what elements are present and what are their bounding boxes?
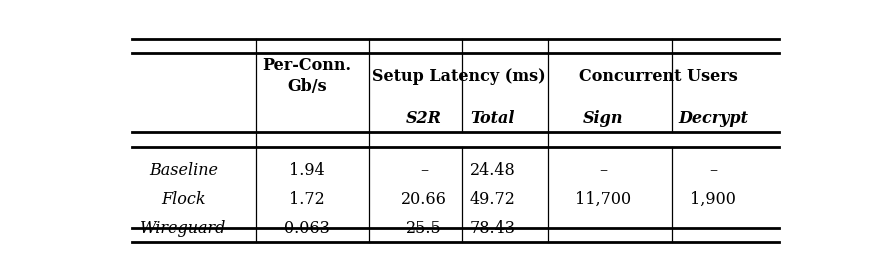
Text: S2R: S2R [406, 110, 442, 127]
Text: Per-Conn.
Gb/s: Per-Conn. Gb/s [263, 57, 352, 95]
Text: Concurrent Users: Concurrent Users [579, 68, 738, 85]
Text: 25.5: 25.5 [406, 220, 442, 237]
Text: –: – [599, 220, 607, 237]
Text: Baseline: Baseline [149, 162, 218, 179]
Text: Decrypt: Decrypt [678, 110, 749, 127]
Text: Wireguard: Wireguard [140, 220, 226, 237]
Text: 0.063: 0.063 [284, 220, 330, 237]
Text: Sign: Sign [583, 110, 623, 127]
Text: 49.72: 49.72 [470, 191, 516, 208]
Text: Setup Latency (ms): Setup Latency (ms) [372, 68, 545, 85]
Text: –: – [710, 220, 718, 237]
Text: 1.94: 1.94 [289, 162, 325, 179]
Text: Flock: Flock [161, 191, 206, 208]
Text: –: – [420, 162, 428, 179]
Text: –: – [599, 162, 607, 179]
Text: 78.43: 78.43 [470, 220, 516, 237]
Text: 1.72: 1.72 [289, 191, 325, 208]
Text: 11,700: 11,700 [575, 191, 631, 208]
Text: 20.66: 20.66 [401, 191, 447, 208]
Text: 24.48: 24.48 [470, 162, 516, 179]
Text: –: – [710, 162, 718, 179]
Text: Total: Total [471, 110, 515, 127]
Text: 1,900: 1,900 [690, 191, 736, 208]
